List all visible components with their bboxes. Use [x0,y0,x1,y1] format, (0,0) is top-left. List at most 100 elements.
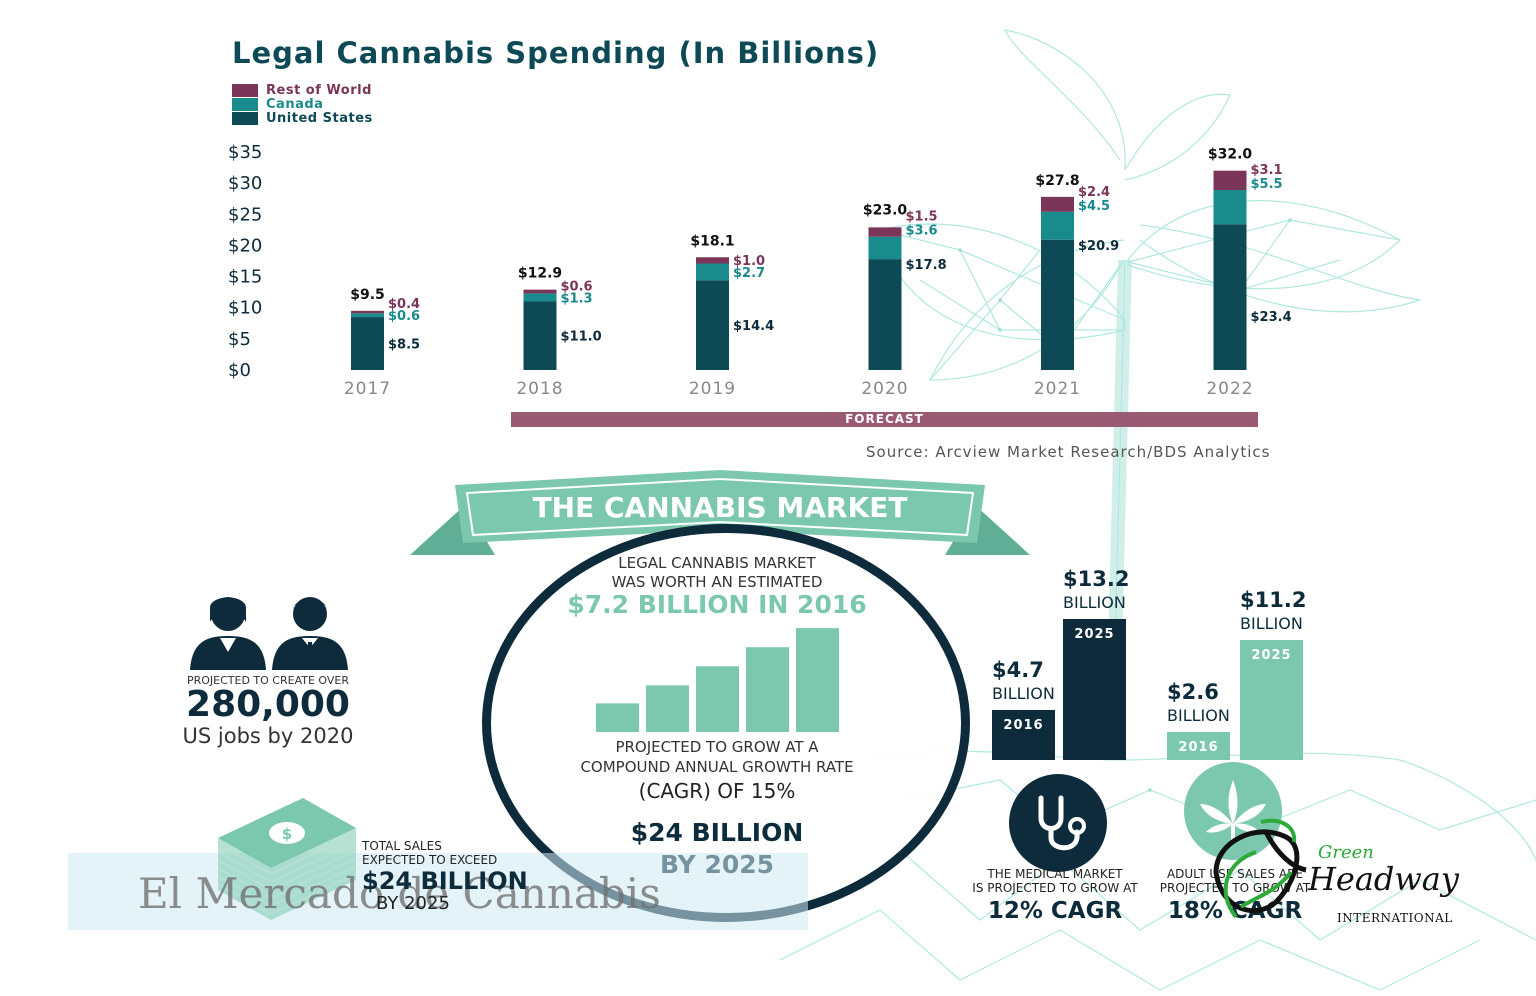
legend-item-united-states: United States [232,110,373,126]
total-label-2021: $27.8 [1035,173,1079,189]
y-tick-label: $5 [228,329,251,350]
adult-bar-unit-2016: BILLION [1167,706,1230,726]
people-icon [190,597,348,670]
bar-2022-rest-of-world [1213,170,1247,190]
legend-item-canada: Canada [232,97,323,112]
y-tick-label: $15 [228,267,262,288]
mini-bar-2 [646,685,689,732]
data-label-2022-canada: $5.5 [1251,177,1283,192]
data-label-2020-rest-of-world: $1.5 [906,210,938,225]
market-value-2016: $7.2 BILLION IN 2016 [567,590,867,619]
bar-2020-canada [868,236,902,260]
y-tick-label: $0 [228,360,251,381]
legend-swatch-rest-of-world [232,83,258,97]
total-label-2020: $23.0 [863,203,908,219]
bar-2018-rest-of-world [523,289,557,294]
x-tick-label-2022: 2022 [1206,379,1253,399]
mini-bar-3 [696,666,739,732]
y-tick-label: $20 [228,235,262,256]
data-label-2021-united-states: $20.9 [1078,239,1119,254]
sales-caption-line-1: TOTAL SALES [362,839,442,853]
bar-2018-united-states [523,301,557,370]
legend-label-united-states: United States [266,110,373,126]
stacked-bar-chart: $0$5$10$15$20$25$30$35$8.5$0.6$0.4$9.520… [228,142,1292,399]
bar-2017-canada [351,313,384,318]
bar-2021-canada [1041,211,1074,240]
logo-headway-text: Headway [1308,860,1459,898]
data-label-2017-canada: $0.6 [388,309,420,324]
medical-caption-2: IS PROJECTED TO GROW AT [972,881,1138,895]
total-label-2022: $32.0 [1208,147,1253,163]
bar-2017-united-states [351,317,384,370]
medical-bar-unit-2016: BILLION [992,683,1055,703]
adult-bar-unit-2025: BILLION [1240,614,1303,634]
bar-2020-rest-of-world [868,227,902,237]
medical-icon-circle [1009,774,1107,872]
y-tick-label: $30 [228,173,262,194]
data-label-2022-rest-of-world: $3.1 [1251,163,1283,178]
svg-text:$: $ [282,825,292,843]
mini-bar-1 [596,703,639,732]
adult-bar-value-2025: $11.2 [1240,588,1307,613]
x-tick-label-2019: 2019 [689,379,736,399]
legend-swatch-united-states [232,111,258,125]
bar-2019-canada [696,263,729,281]
medical-bar-year-2016: 2016 [1003,717,1044,733]
sales-amount: $24 BILLION [362,867,528,895]
sales-caption-line-2: EXPECTED TO EXCEED [362,853,498,867]
medical-bar-year-2025: 2025 [1074,626,1115,642]
data-label-2018-united-states: $11.0 [561,330,602,345]
money-stack-icon: $ [217,798,357,920]
adult-bar-2025 [1240,640,1303,760]
data-label-2017-united-states: $8.5 [388,338,420,353]
adult-bar-year-2025: 2025 [1251,648,1292,664]
sales-caption: TOTAL SALES EXPECTED TO EXCEED [362,839,497,867]
bar-2019-united-states [696,280,729,370]
x-tick-label-2018: 2018 [516,379,563,399]
x-tick-label-2020: 2020 [861,379,908,399]
market-circle [482,524,970,922]
data-label-2018-canada: $1.3 [561,291,593,306]
bar-2021-united-states [1041,239,1074,370]
adult-bar-value-2016: $2.6 [1167,680,1219,705]
forecast-bar: FORECAST [511,412,1258,427]
chart-title: Legal Cannabis Spending (In Billions) [232,36,880,70]
data-label-2020-united-states: $17.8 [906,258,947,273]
legend-label-rest-of-world: Rest of World [266,82,372,98]
total-label-2017: $9.5 [350,287,385,303]
sales-by: BY 2025 [376,893,450,914]
growth-mini-bars [596,628,839,732]
medical-bar-value-2025: $13.2 [1063,566,1130,591]
data-label-2019-rest-of-world: $1.0 [733,254,765,269]
legend-swatch-canada [232,97,258,111]
bar-2018-canada [523,293,557,302]
legend-item-rest-of-world: Rest of World [232,82,372,98]
total-label-2018: $12.9 [518,266,562,282]
bar-2021-rest-of-world [1041,196,1074,212]
jobs-caption: PROJECTED TO CREATE OVER [186,674,349,687]
market-banner: THE CANNABIS MARKET [410,470,1030,555]
mini-bar-5 [796,628,839,732]
medical-bar-2025 [1063,618,1126,760]
jobs-number: 280,000 [186,684,350,725]
medical-bar-2016 [992,709,1055,760]
bar-2022-canada [1213,189,1247,225]
market-line-1: LEGAL CANNABIS MARKET [618,554,816,572]
mini-bar-4 [746,647,789,732]
market-cagr: (CAGR) OF 15% [638,779,796,803]
market-line-5: COMPOUND ANNUAL GROWTH RATE [580,758,854,776]
bar-2020-united-states [868,259,902,370]
medical-cagr: 12% CAGR [987,898,1123,924]
data-label-2019-united-states: $14.4 [733,319,774,334]
data-label-2018-rest-of-world: $0.6 [561,279,593,294]
data-label-2021-rest-of-world: $2.4 [1078,185,1110,200]
adult-bar-year-2016: 2016 [1178,740,1219,756]
adult-caption-1: ADULT USE SALES ARE [1166,867,1304,881]
market-value-2025: $24 BILLION [630,818,804,847]
bar-2017-rest-of-world [351,310,384,314]
banner-title: THE CANNABIS MARKET [533,491,908,524]
market-line-4: PROJECTED TO GROW AT A [615,738,819,756]
bar-2022-united-states [1213,224,1247,370]
medical-bar-value-2016: $4.7 [992,657,1044,682]
x-tick-label-2017: 2017 [344,379,391,399]
